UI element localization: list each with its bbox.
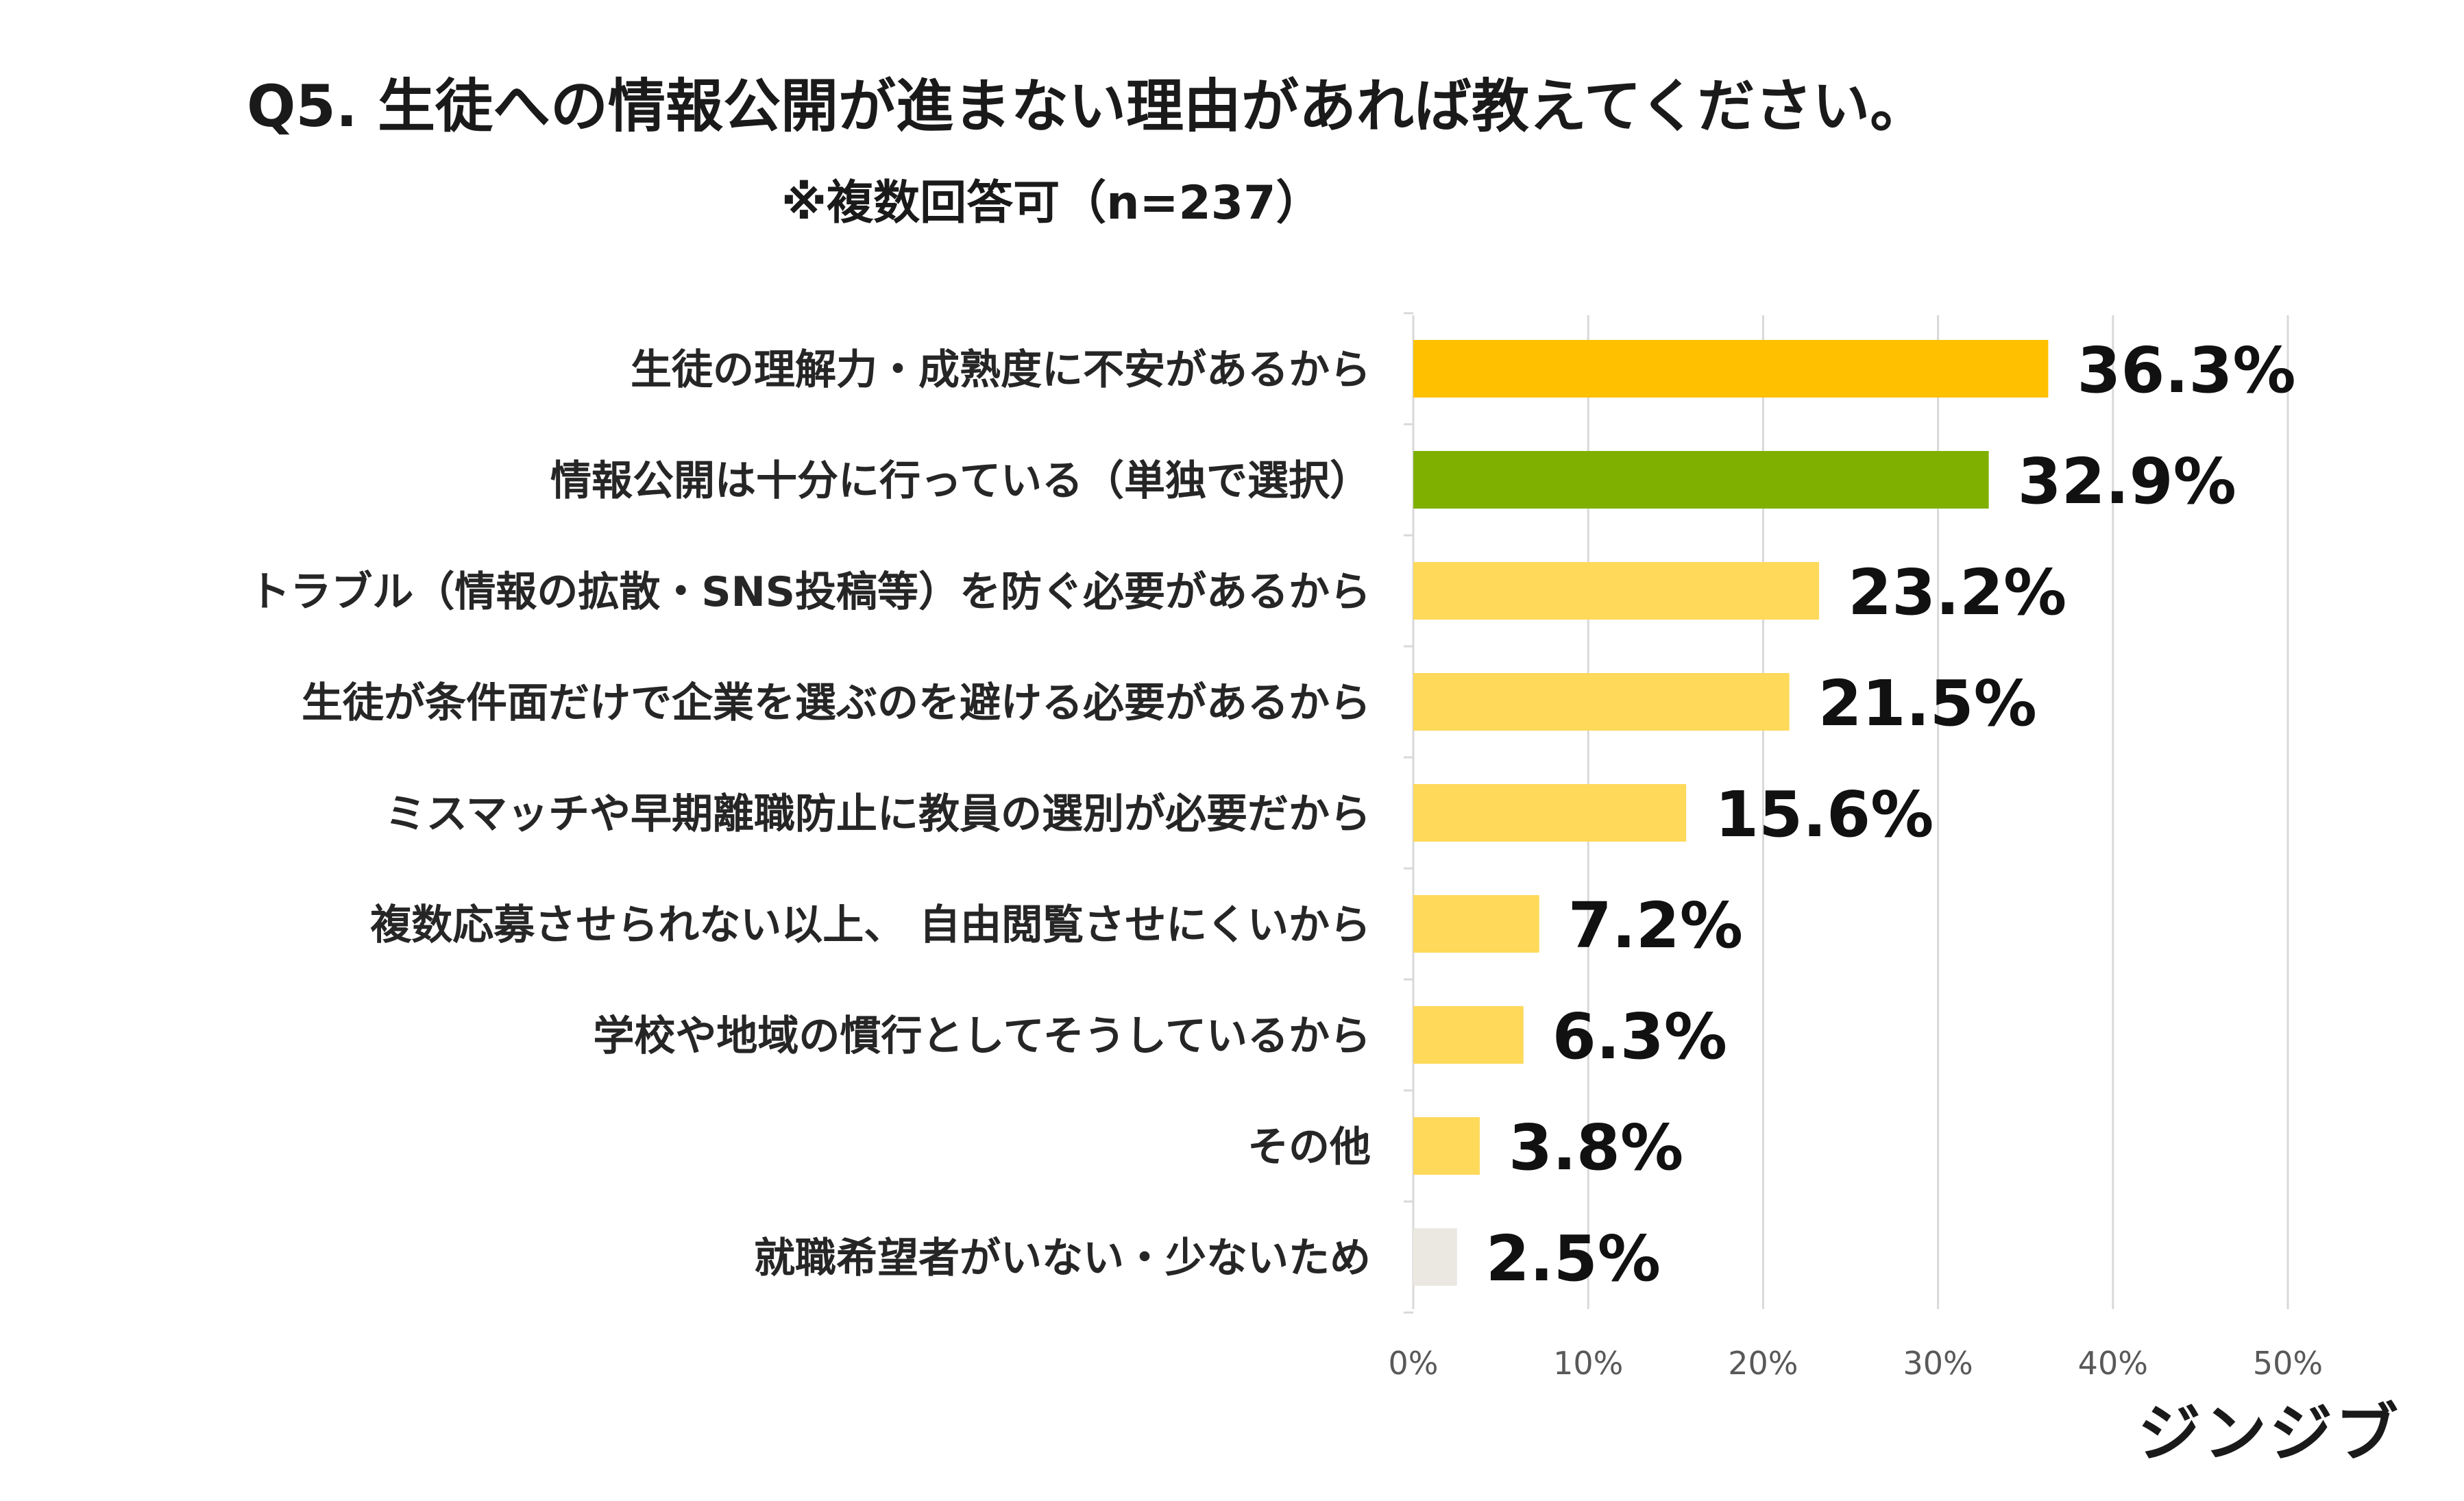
value-label: 7.2%	[1568, 889, 1743, 962]
category-label: 複数応募させられない以上、 自由閲覧させにくいから	[370, 901, 1371, 949]
category-label: 学校や地域の慣行としてそうしているから	[593, 1012, 1371, 1060]
category-label: ミスマッチや早期離職防止に教員の選別が必要だから	[385, 790, 1371, 838]
value-label: 2.5%	[1486, 1222, 1661, 1295]
bar	[1413, 340, 2049, 398]
value-label: 36.3%	[2077, 334, 2295, 407]
category-label: その他	[1247, 1123, 1371, 1171]
x-tick-label: 20%	[1728, 1345, 1798, 1382]
chart-subtitle: ※複数回答可（n=237）	[781, 176, 1323, 230]
category-label: トラブル（情報の拡散・SNS投稿等）を防ぐ必要があるから	[249, 568, 1371, 616]
category-label: 就職希望者がいない・少ないため	[754, 1234, 1371, 1282]
category-label: 情報公開は十分に行っている（単独で選択）	[550, 457, 1371, 505]
bar	[1413, 1006, 1524, 1064]
x-tick-label: 40%	[2078, 1345, 2148, 1382]
value-label: 3.8%	[1509, 1111, 1683, 1184]
x-tick-label: 50%	[2253, 1345, 2323, 1382]
brand-logo: ジンジブ	[2137, 1397, 2401, 1470]
value-label: 21.5%	[1818, 667, 2037, 740]
x-tick-label: 10%	[1553, 1345, 1623, 1382]
category-label: 生徒の理解力・成熟度に不安があるから	[631, 346, 1371, 394]
value-label: 23.2%	[1848, 556, 2066, 629]
bar	[1413, 1117, 1480, 1175]
bar	[1413, 1228, 1457, 1286]
category-label: 生徒が条件面だけで企業を選ぶのを避ける必要があるから	[302, 679, 1371, 727]
bar	[1413, 895, 1539, 953]
value-label: 15.6%	[1715, 778, 1934, 851]
value-label: 32.9%	[2018, 445, 2236, 518]
x-tick-label: 30%	[1903, 1345, 1973, 1382]
value-label: 6.3%	[1552, 1000, 1727, 1073]
x-tick-label: 0%	[1389, 1345, 1439, 1382]
bar	[1413, 784, 1687, 842]
chart-title: Q5. 生徒への情報公開が進まない理由があれば教えてください。	[247, 73, 1928, 140]
bar	[1413, 451, 1989, 509]
bar	[1413, 673, 1790, 731]
bar	[1413, 562, 1820, 620]
